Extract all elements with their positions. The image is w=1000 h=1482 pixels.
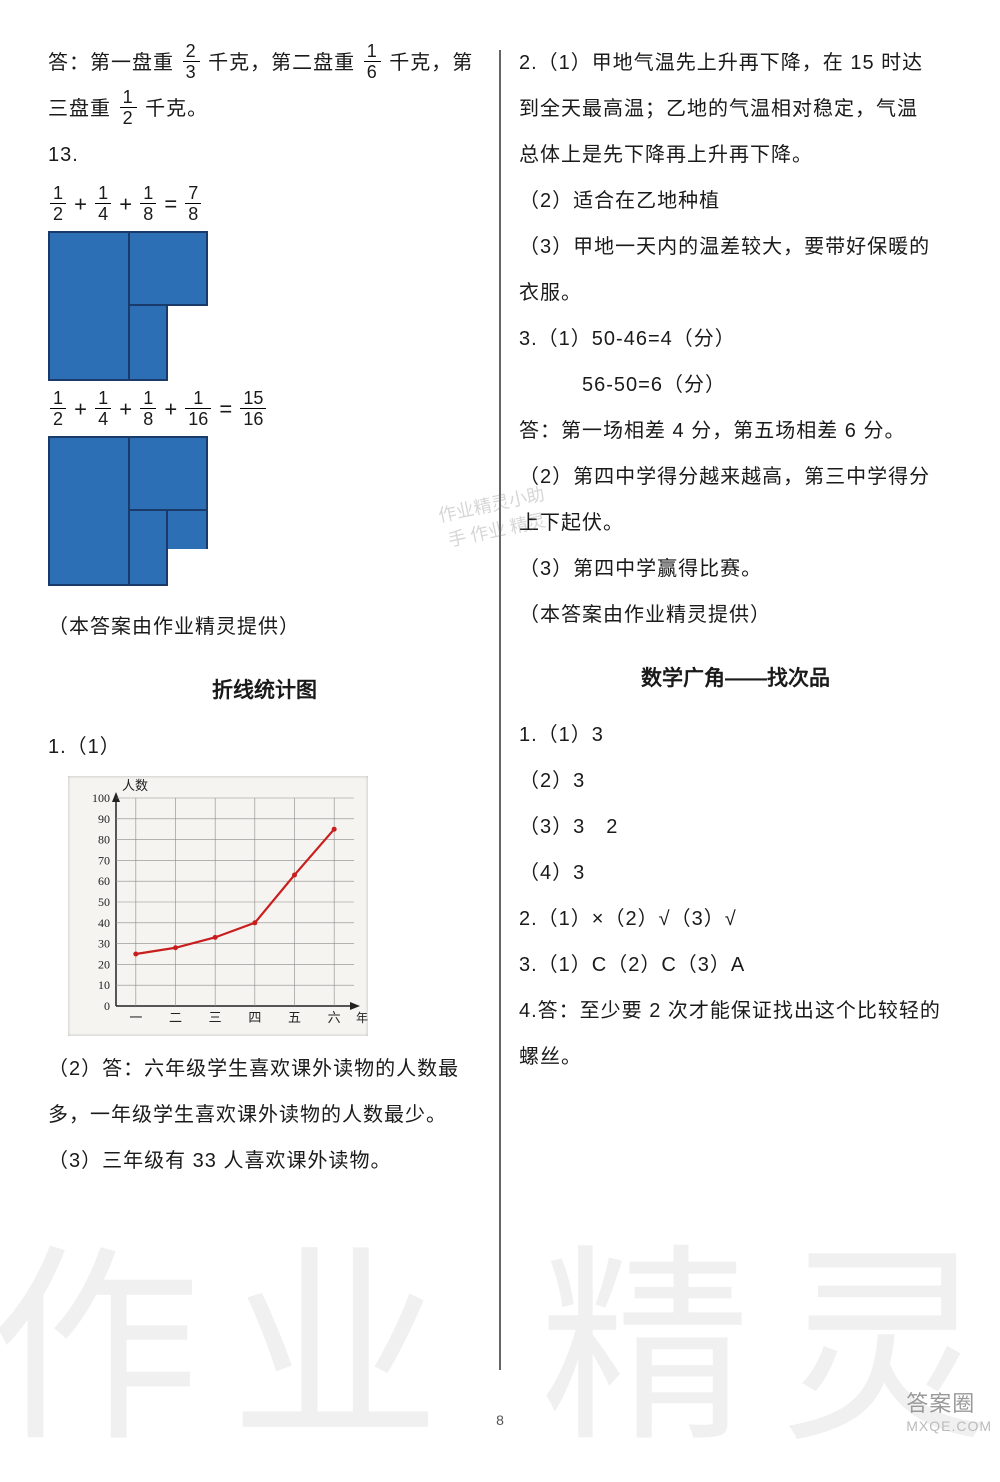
svg-text:80: 80 bbox=[98, 833, 110, 847]
svg-text:二: 二 bbox=[169, 1010, 182, 1025]
fraction-diagram-1 bbox=[48, 231, 208, 381]
r-line: 3.（1）50-46=4（分） bbox=[519, 316, 952, 362]
section-title-line-chart: 折线统计图 bbox=[48, 674, 481, 704]
svg-text:四: 四 bbox=[248, 1010, 261, 1025]
right-column: 2.（1）甲地气温先上升再下降，在 15 时达 到全天最高温；乙地的气温相对稳定… bbox=[501, 40, 970, 1412]
fraction: 23 bbox=[183, 42, 200, 81]
svg-text:60: 60 bbox=[98, 874, 110, 888]
svg-text:100: 100 bbox=[92, 791, 110, 805]
r-line: （2）3 bbox=[519, 758, 952, 804]
credit-line: （本答案由作业精灵提供） bbox=[48, 604, 481, 650]
r-line: 4.答：至少要 2 次才能保证找出这个比较轻的 bbox=[519, 988, 952, 1034]
svg-text:一: 一 bbox=[129, 1010, 142, 1025]
badge-site: MXQE.COM bbox=[906, 1418, 992, 1434]
page-number: 8 bbox=[496, 1412, 504, 1428]
text: 千克，第二盘重 bbox=[208, 52, 355, 74]
svg-text:人数: 人数 bbox=[122, 778, 148, 793]
svg-text:40: 40 bbox=[98, 916, 110, 930]
svg-text:10: 10 bbox=[98, 978, 110, 992]
fraction-diagram-2 bbox=[48, 436, 208, 586]
r-line: （本答案由作业精灵提供） bbox=[519, 592, 952, 638]
corner-badge: 答案圈 MXQE.COM bbox=[906, 1386, 992, 1434]
r-line: （2）第四中学得分越来越高，第三中学得分 bbox=[519, 454, 952, 500]
svg-text:五: 五 bbox=[288, 1010, 301, 1025]
r-line: 螺丝。 bbox=[519, 1034, 952, 1080]
r-line: （3）3 2 bbox=[519, 804, 952, 850]
answer-2a: （2）答：六年级学生喜欢课外读物的人数最 bbox=[48, 1046, 481, 1092]
badge-text: 答案圈 bbox=[906, 1391, 975, 1416]
svg-text:年级: 年级 bbox=[356, 1011, 368, 1025]
fraction: 12 bbox=[120, 88, 137, 127]
r-line: （4）3 bbox=[519, 850, 952, 896]
left-column: 答：第一盘重 23 千克，第二盘重 16 千克，第 三盘重 12 千克。 13.… bbox=[30, 40, 499, 1412]
text: 答：第一盘重 bbox=[48, 52, 174, 74]
equation-1: 12 + 14 + 18 = 78 bbox=[48, 186, 481, 225]
svg-text:20: 20 bbox=[98, 957, 110, 971]
line-chart-svg: 人数 0 10 20 30 40 50 60 70 80 90 100 一 二 三 四 五 六 年级 bbox=[68, 776, 368, 1036]
equation-2: 12 + 14 + 18 + 116 = 1516 bbox=[48, 391, 481, 430]
svg-text:50: 50 bbox=[98, 895, 110, 909]
r-line: （3）甲地一天内的温差较大，要带好保暖的 bbox=[519, 224, 952, 270]
section-title-math-corner: 数学广角——找次品 bbox=[519, 662, 952, 692]
r-line: 2.（1）甲地气温先上升再下降，在 15 时达 bbox=[519, 40, 952, 86]
line-chart: 人数 0 10 20 30 40 50 60 70 80 90 100 一 二 三 四 五 六 年级 bbox=[68, 776, 368, 1036]
r-line: 总体上是先下降再上升再下降。 bbox=[519, 132, 952, 178]
text: 千克。 bbox=[145, 98, 208, 120]
answer-2b: 多，一年级学生喜欢课外读物的人数最少。 bbox=[48, 1092, 481, 1138]
svg-text:0: 0 bbox=[104, 999, 110, 1013]
r-line: 答：第一场相差 4 分，第五场相差 6 分。 bbox=[519, 408, 952, 454]
svg-text:90: 90 bbox=[98, 812, 110, 826]
r-line: 2.（1）×（2）√（3）√ bbox=[519, 896, 952, 942]
answer-line-2: 三盘重 12 千克。 bbox=[48, 86, 481, 132]
page-root: 答：第一盘重 23 千克，第二盘重 16 千克，第 三盘重 12 千克。 13.… bbox=[0, 0, 1000, 1442]
answer-line-1: 答：第一盘重 23 千克，第二盘重 16 千克，第 bbox=[48, 40, 481, 86]
text: 三盘重 bbox=[48, 98, 111, 120]
text: 千克，第 bbox=[389, 52, 473, 74]
svg-text:三: 三 bbox=[209, 1010, 222, 1025]
r-line: 3.（1）C（2）C（3）A bbox=[519, 942, 952, 988]
r-line: 56-50=6（分） bbox=[519, 362, 952, 408]
r-line: 1.（1）3 bbox=[519, 712, 952, 758]
r-line: 衣服。 bbox=[519, 270, 952, 316]
r-line: （2）适合在乙地种植 bbox=[519, 178, 952, 224]
r-line: （3）第四中学赢得比赛。 bbox=[519, 546, 952, 592]
answer-3: （3）三年级有 33 人喜欢课外读物。 bbox=[48, 1138, 481, 1184]
q1-1-label: 1.（1） bbox=[48, 724, 481, 770]
svg-text:70: 70 bbox=[98, 853, 110, 867]
fraction: 16 bbox=[364, 42, 381, 81]
watermark-stamp: 作业精灵小助手 作业 精灵 bbox=[435, 480, 565, 610]
svg-text:30: 30 bbox=[98, 937, 110, 951]
q13-label: 13. bbox=[48, 132, 481, 178]
r-line: 到全天最高温；乙地的气温相对稳定，气温 bbox=[519, 86, 952, 132]
svg-text:六: 六 bbox=[328, 1010, 341, 1025]
r-line: 上下起伏。 bbox=[519, 500, 952, 546]
